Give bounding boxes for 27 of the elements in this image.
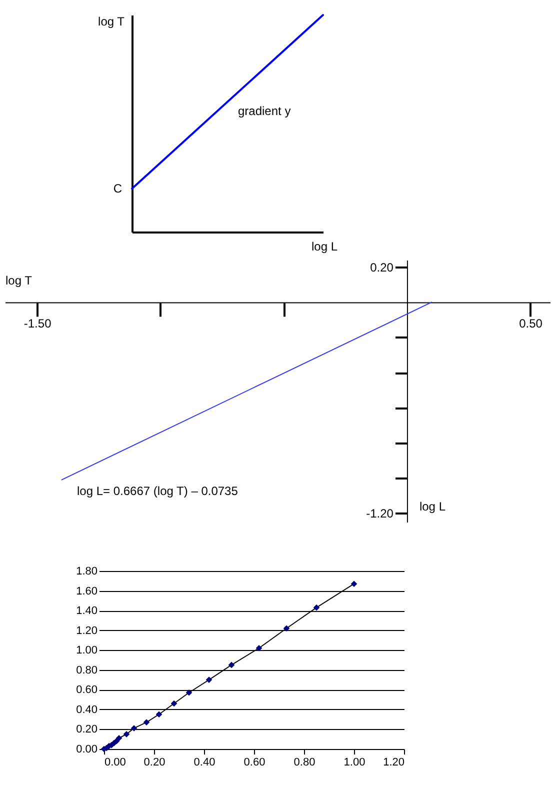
- y-tick-label: 1.80: [76, 566, 98, 578]
- annotation: C: [113, 182, 122, 196]
- y-tick-label: 1.00: [76, 644, 98, 657]
- y-axis-title: log L: [419, 500, 446, 514]
- y-axis-title: log T: [98, 14, 126, 28]
- x-tick-label: 0.60: [244, 756, 266, 768]
- y-tick-label: 0.20: [76, 724, 98, 736]
- x-tick-label: 0.50: [519, 316, 543, 331]
- x-tick-label: 0.40: [194, 756, 216, 768]
- y-tick-label: 1.40: [76, 605, 98, 618]
- y-tick-label: 0.80: [76, 664, 98, 676]
- x-axis-title: log T: [6, 274, 33, 288]
- y-tick-label: 1.60: [76, 585, 98, 598]
- x-tick-label: -1.50: [24, 316, 52, 331]
- x-axis-title: log L: [311, 240, 338, 254]
- x-tick-label: 0.80: [294, 756, 316, 768]
- x-tick-label: 0.20: [144, 756, 166, 768]
- y-tick-label: 0.60: [76, 684, 98, 696]
- y-tick-label: 0.40: [76, 704, 98, 716]
- x-tick-label: 0.00: [104, 756, 126, 768]
- y-tick-label: 1.20: [76, 624, 98, 637]
- y-tick-label: -1.20: [366, 506, 394, 521]
- x-tick-label: 1.20: [383, 756, 404, 768]
- annotation: gradient y: [238, 104, 291, 118]
- x-tick-label: 1.00: [344, 756, 366, 768]
- annotation: log L= 0.6667 (log T) – 0.0735: [77, 484, 238, 498]
- y-tick-label: 0.00: [76, 744, 98, 756]
